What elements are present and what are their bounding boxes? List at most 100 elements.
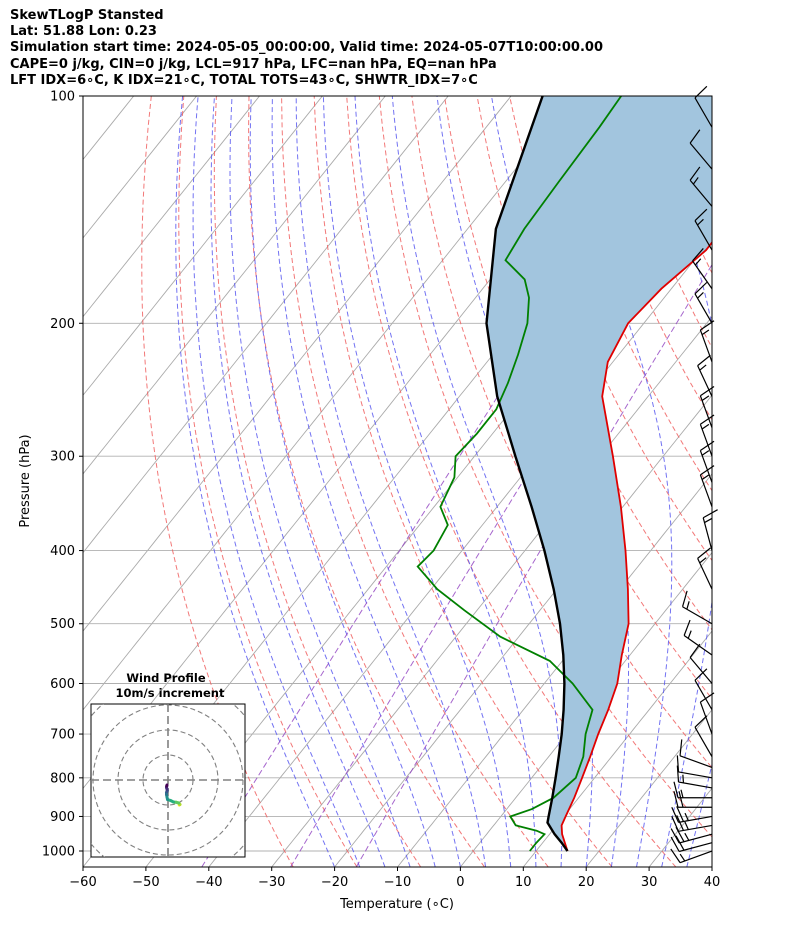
y-axis-label: Pressure (hPa) (18, 434, 33, 527)
x-tick-label: −10 (384, 875, 411, 890)
hodograph-inset: Wind Profile 10m/s increment (90, 671, 246, 858)
wind-barb-half-flag (704, 518, 712, 524)
wind-barb-staff (699, 395, 713, 428)
wind-barb-staff (699, 701, 713, 735)
wind-barb (671, 806, 713, 823)
moist-adiabat-line (354, 96, 537, 867)
wind-barb-flag (671, 807, 680, 823)
x-tick-label: −60 (69, 875, 96, 890)
isotherm-line (83, 96, 512, 632)
y-tick-label: 1000 (42, 845, 75, 860)
wind-barb-half-flag (701, 423, 710, 430)
dry-adiabat-line (281, 96, 549, 867)
wind-barb (694, 208, 713, 251)
wind-barb (689, 643, 713, 684)
wind-barb-staff (679, 755, 713, 768)
isotherm-line (334, 394, 712, 867)
moist-adiabat-line (192, 96, 361, 867)
isotherm-line (83, 96, 386, 475)
wind-barb-staff (683, 634, 713, 656)
wind-barb-flag (670, 836, 680, 852)
isotherm-line (397, 473, 712, 867)
y-tick-label: 500 (50, 617, 75, 632)
wind-barb-half-flag (684, 821, 689, 830)
wind-barb-half-flag (680, 789, 684, 798)
wind-barb-half-flag (701, 329, 710, 336)
wind-barb-flag (676, 755, 680, 772)
mixing-ratio-line (290, 176, 712, 867)
y-tick-label: 800 (50, 771, 75, 786)
wind-barb (679, 739, 713, 768)
wind-barb-flag (689, 643, 701, 658)
wind-barb-flag (689, 166, 701, 181)
x-tick-label: −50 (132, 875, 159, 890)
moist-adiabat-line (643, 96, 712, 867)
wind-barb-staff (682, 606, 713, 625)
wind-barb (699, 386, 715, 428)
dry-adiabat-line (541, 96, 712, 492)
data-lines (416, 96, 712, 852)
wind-barb-staff (694, 220, 713, 251)
wind-barb-half-flag (684, 832, 690, 841)
wind-barb-staff (699, 329, 713, 363)
wind-barb-half-flag (697, 292, 704, 299)
isotherm-line (585, 709, 712, 867)
y-tick-label: 200 (50, 317, 75, 332)
wind-barb-flag (676, 815, 684, 831)
wind-barb-flag (702, 509, 718, 519)
wind-barb-half-flag (699, 557, 707, 564)
moist-adiabat-line (391, 96, 563, 867)
y-tick-label: 400 (50, 544, 75, 559)
y-tick-label: 900 (50, 810, 75, 825)
moist-adiabat-line (737, 96, 794, 867)
parcel-profile-line (485, 96, 569, 852)
wind-barb-flag (700, 440, 715, 452)
wind-barb-staff (678, 771, 713, 779)
dry-adiabat-line (141, 96, 294, 867)
wind-barb (694, 668, 713, 711)
wind-barb-staff (699, 474, 713, 507)
x-tick-label: 20 (578, 875, 595, 890)
y-axis: 1000 900 800 700 600 500 400 300 200 100 (42, 90, 83, 860)
wind-barbs (670, 85, 718, 864)
wind-barb (681, 590, 713, 625)
wind-barb-half-flag (694, 258, 702, 266)
moist-adiabat-line (249, 96, 436, 867)
x-tick-label: 10 (515, 875, 532, 890)
chart-title: SkewTLogP Stansted (10, 8, 164, 23)
wind-barb-staff (702, 517, 713, 551)
wind-barb-flag (694, 715, 708, 728)
isotherm-line (271, 315, 712, 867)
dry-adiabat-line (411, 96, 712, 769)
wind-barb-staff (689, 179, 713, 207)
x-axis: −60 −50 −40 −30 −20 −10 0 10 20 30 40 (69, 867, 720, 890)
isotherm-line (83, 96, 575, 711)
indices-line: LFT IDX=6∘C, K IDX=21∘C, TOTAL TOTS=43∘C… (10, 73, 478, 88)
wind-barb-staff (678, 815, 713, 823)
wind-barb-staff (697, 365, 713, 397)
wind-barb-flag (670, 848, 681, 863)
wind-barb (699, 414, 715, 457)
dry-adiabat-line (704, 96, 712, 116)
moist-adiabat-line (210, 96, 386, 867)
y-tick-label: 300 (50, 450, 75, 465)
dry-adiabat-line (313, 96, 613, 867)
mixing-ratio-line (355, 263, 712, 867)
y-tick-label: 100 (50, 90, 75, 105)
wind-barb (694, 281, 713, 324)
wind-barb (692, 248, 713, 290)
wind-barb-staff (679, 842, 713, 853)
x-axis-label: Temperature (∘C) (339, 897, 454, 912)
x-tick-label: −20 (321, 875, 348, 890)
location-line: Lat: 51.88 Lon: 0.23 (10, 24, 157, 39)
wind-barb-flag (681, 590, 688, 607)
dry-adiabat-line (346, 96, 677, 867)
wind-barb-flag (692, 248, 704, 262)
wind-barb-half-flag (686, 601, 690, 610)
moist-adiabat-line (322, 96, 512, 867)
wind-barb (697, 354, 713, 397)
wind-barb (699, 692, 715, 735)
inset-subtitle: 10m/s increment (116, 686, 225, 700)
wind-barb-flag (676, 765, 680, 783)
x-tick-label: −30 (258, 875, 285, 890)
